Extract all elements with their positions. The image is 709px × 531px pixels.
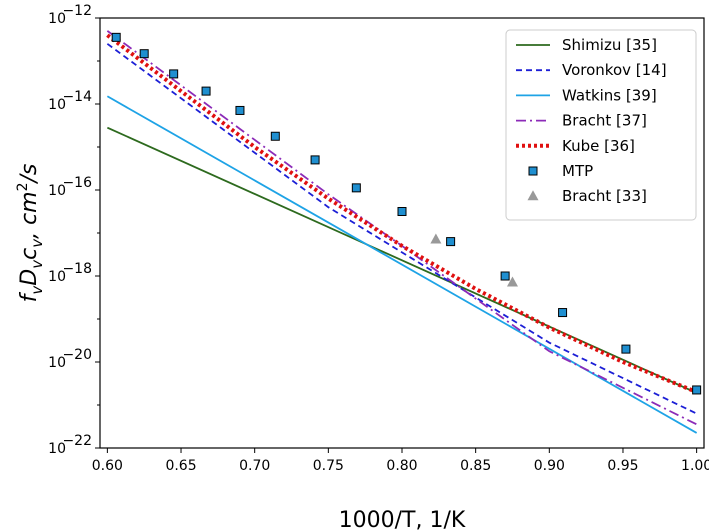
x-tick-label: 0.85: [460, 458, 491, 474]
y-tick-label: 10: [48, 11, 66, 27]
legend-box: [505, 29, 697, 221]
x-tick-label: 0.95: [607, 458, 638, 474]
x-tick-label: 0.70: [239, 458, 270, 474]
mtp-point: [446, 237, 456, 247]
series-line: [106, 43, 698, 415]
x-tick-label: 0.80: [386, 458, 417, 474]
mtp-point: [351, 183, 361, 193]
y-tick-label: 10: [48, 355, 66, 371]
x-tick-label: 0.75: [313, 458, 344, 474]
bracht33-point: [430, 233, 442, 244]
mtp-point: [500, 271, 510, 281]
y-tick-exponent: −22: [62, 433, 92, 449]
y-tick-label: 10: [48, 269, 66, 285]
legend-label: Voronkov [14]: [562, 61, 667, 79]
mtp-point: [139, 49, 149, 59]
mtp-point: [621, 344, 631, 354]
mtp-point: [397, 207, 407, 216]
mtp-point: [558, 308, 568, 318]
mtp-point: [235, 105, 245, 115]
mtp-point: [111, 32, 121, 42]
x-axis-label: 1000/T, 1/K: [339, 508, 466, 531]
legend-label: Bracht [33]: [562, 187, 647, 205]
y-tick-exponent: −18: [62, 261, 92, 277]
series-line: [106, 33, 698, 394]
legend-triangle: [527, 190, 539, 201]
mtp-point: [201, 86, 211, 96]
x-tick-label: 0.65: [165, 458, 196, 474]
legend-square: [528, 166, 538, 176]
y-axis-label: fvDvcv, cm2/s: [15, 164, 46, 303]
y-tick-exponent: −14: [62, 89, 92, 105]
bracht33-point: [506, 276, 518, 287]
y-tick-exponent: −16: [62, 175, 92, 191]
legend-label: Shimizu [35]: [562, 36, 657, 54]
legend-label: Watkins [39]: [562, 86, 657, 104]
y-tick-label: 10: [48, 97, 66, 113]
x-axis: 0.60 0.65 0.70 0.75 0.80 0.85 0.90 0.95 1.00: [92, 448, 709, 474]
legend-label: Bracht [37]: [562, 112, 647, 130]
x-tick-label: 0.90: [534, 458, 565, 474]
legend-label: Kube [36]: [562, 137, 635, 155]
y-tick-label: 10: [48, 441, 66, 457]
mtp-point: [270, 131, 280, 141]
legend-label: MTP: [562, 162, 593, 180]
mtp-point: [692, 385, 702, 395]
x-tick-label: 0.60: [92, 458, 123, 474]
y-tick-exponent: −20: [62, 347, 92, 363]
mtp-point: [169, 69, 179, 79]
y-tick-exponent: −12: [62, 3, 92, 19]
x-tick-label: 1.00: [681, 458, 709, 474]
y-tick-label: 10: [48, 183, 66, 199]
series-line: [106, 95, 698, 434]
legend: Shimizu [35] Voronkov [14] Watkins [39] Bra…: [505, 29, 697, 221]
series-layer: [106, 30, 702, 434]
mtp-point: [310, 155, 320, 165]
